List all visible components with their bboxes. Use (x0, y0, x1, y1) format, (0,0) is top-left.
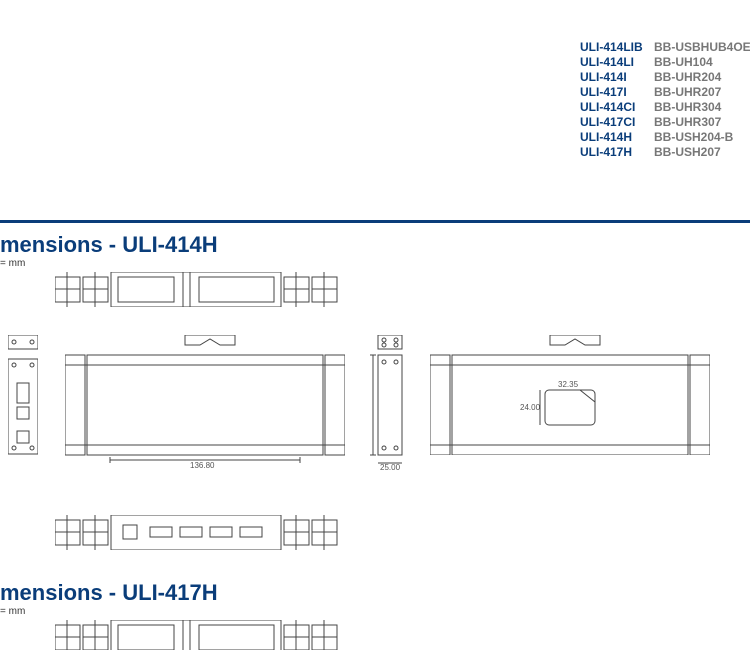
dim-width: 136.80 (190, 461, 215, 470)
model-desc: BB-UHR304 (654, 100, 721, 114)
section-title-414h: mensions - ULI-414H (0, 232, 218, 258)
model-desc: BB-UH104 (654, 55, 713, 69)
model-code: ULI-414LI (580, 55, 654, 70)
diagram-front-plain: 136.80 (65, 335, 345, 470)
model-desc: BB-USH207 (654, 145, 721, 159)
model-code: ULI-417H (580, 145, 654, 160)
model-row: ULI-414LIBBB-USBHUB4OE (580, 40, 750, 55)
model-code: ULI-414I (580, 70, 654, 85)
model-desc: BB-UHR204 (654, 70, 721, 84)
section-title-417h: mensions - ULI-417H (0, 580, 218, 606)
model-code: ULI-417CI (580, 115, 654, 130)
diagram-side-small (8, 335, 38, 465)
model-desc: BB-USH204-B (654, 130, 733, 144)
model-code: ULI-414LIB (580, 40, 654, 55)
diagram-port-strip (55, 515, 345, 550)
dim-depth: 25.00 (380, 463, 401, 470)
model-code: ULI-414CI (580, 100, 654, 115)
dim-inner2: 24.00 (520, 403, 541, 412)
section-divider (0, 220, 750, 223)
diagram-end-view: 68.58 25.00 (370, 335, 415, 470)
model-row: ULI-414IBB-UHR204 (580, 70, 750, 85)
model-row: ULI-414CIBB-UHR304 (580, 100, 750, 115)
model-code: ULI-414H (580, 130, 654, 145)
unit-note: = mm (0, 258, 25, 269)
model-desc: BB-UHR207 (654, 85, 721, 99)
model-row: ULI-414HBB-USH204-B (580, 130, 750, 145)
unit-note-2: = mm (0, 606, 25, 617)
model-desc: BB-UHR307 (654, 115, 721, 129)
model-row: ULI-417CIBB-UHR307 (580, 115, 750, 130)
model-list: ULI-414LIBBB-USBHUB4OE ULI-414LIBB-UH104… (580, 40, 750, 160)
model-row: ULI-414LIBB-UH104 (580, 55, 750, 70)
model-code: ULI-417I (580, 85, 654, 100)
model-row: ULI-417IBB-UHR207 (580, 85, 750, 100)
diagram-front-cutout: 32.35 24.00 (430, 335, 710, 455)
model-row: ULI-417HBB-USH207 (580, 145, 750, 160)
diagram-top-strip (55, 272, 345, 307)
model-desc: BB-USBHUB4OE (654, 40, 750, 54)
diagram-417h-top-strip (55, 620, 345, 650)
dim-inner: 32.35 (558, 380, 579, 389)
